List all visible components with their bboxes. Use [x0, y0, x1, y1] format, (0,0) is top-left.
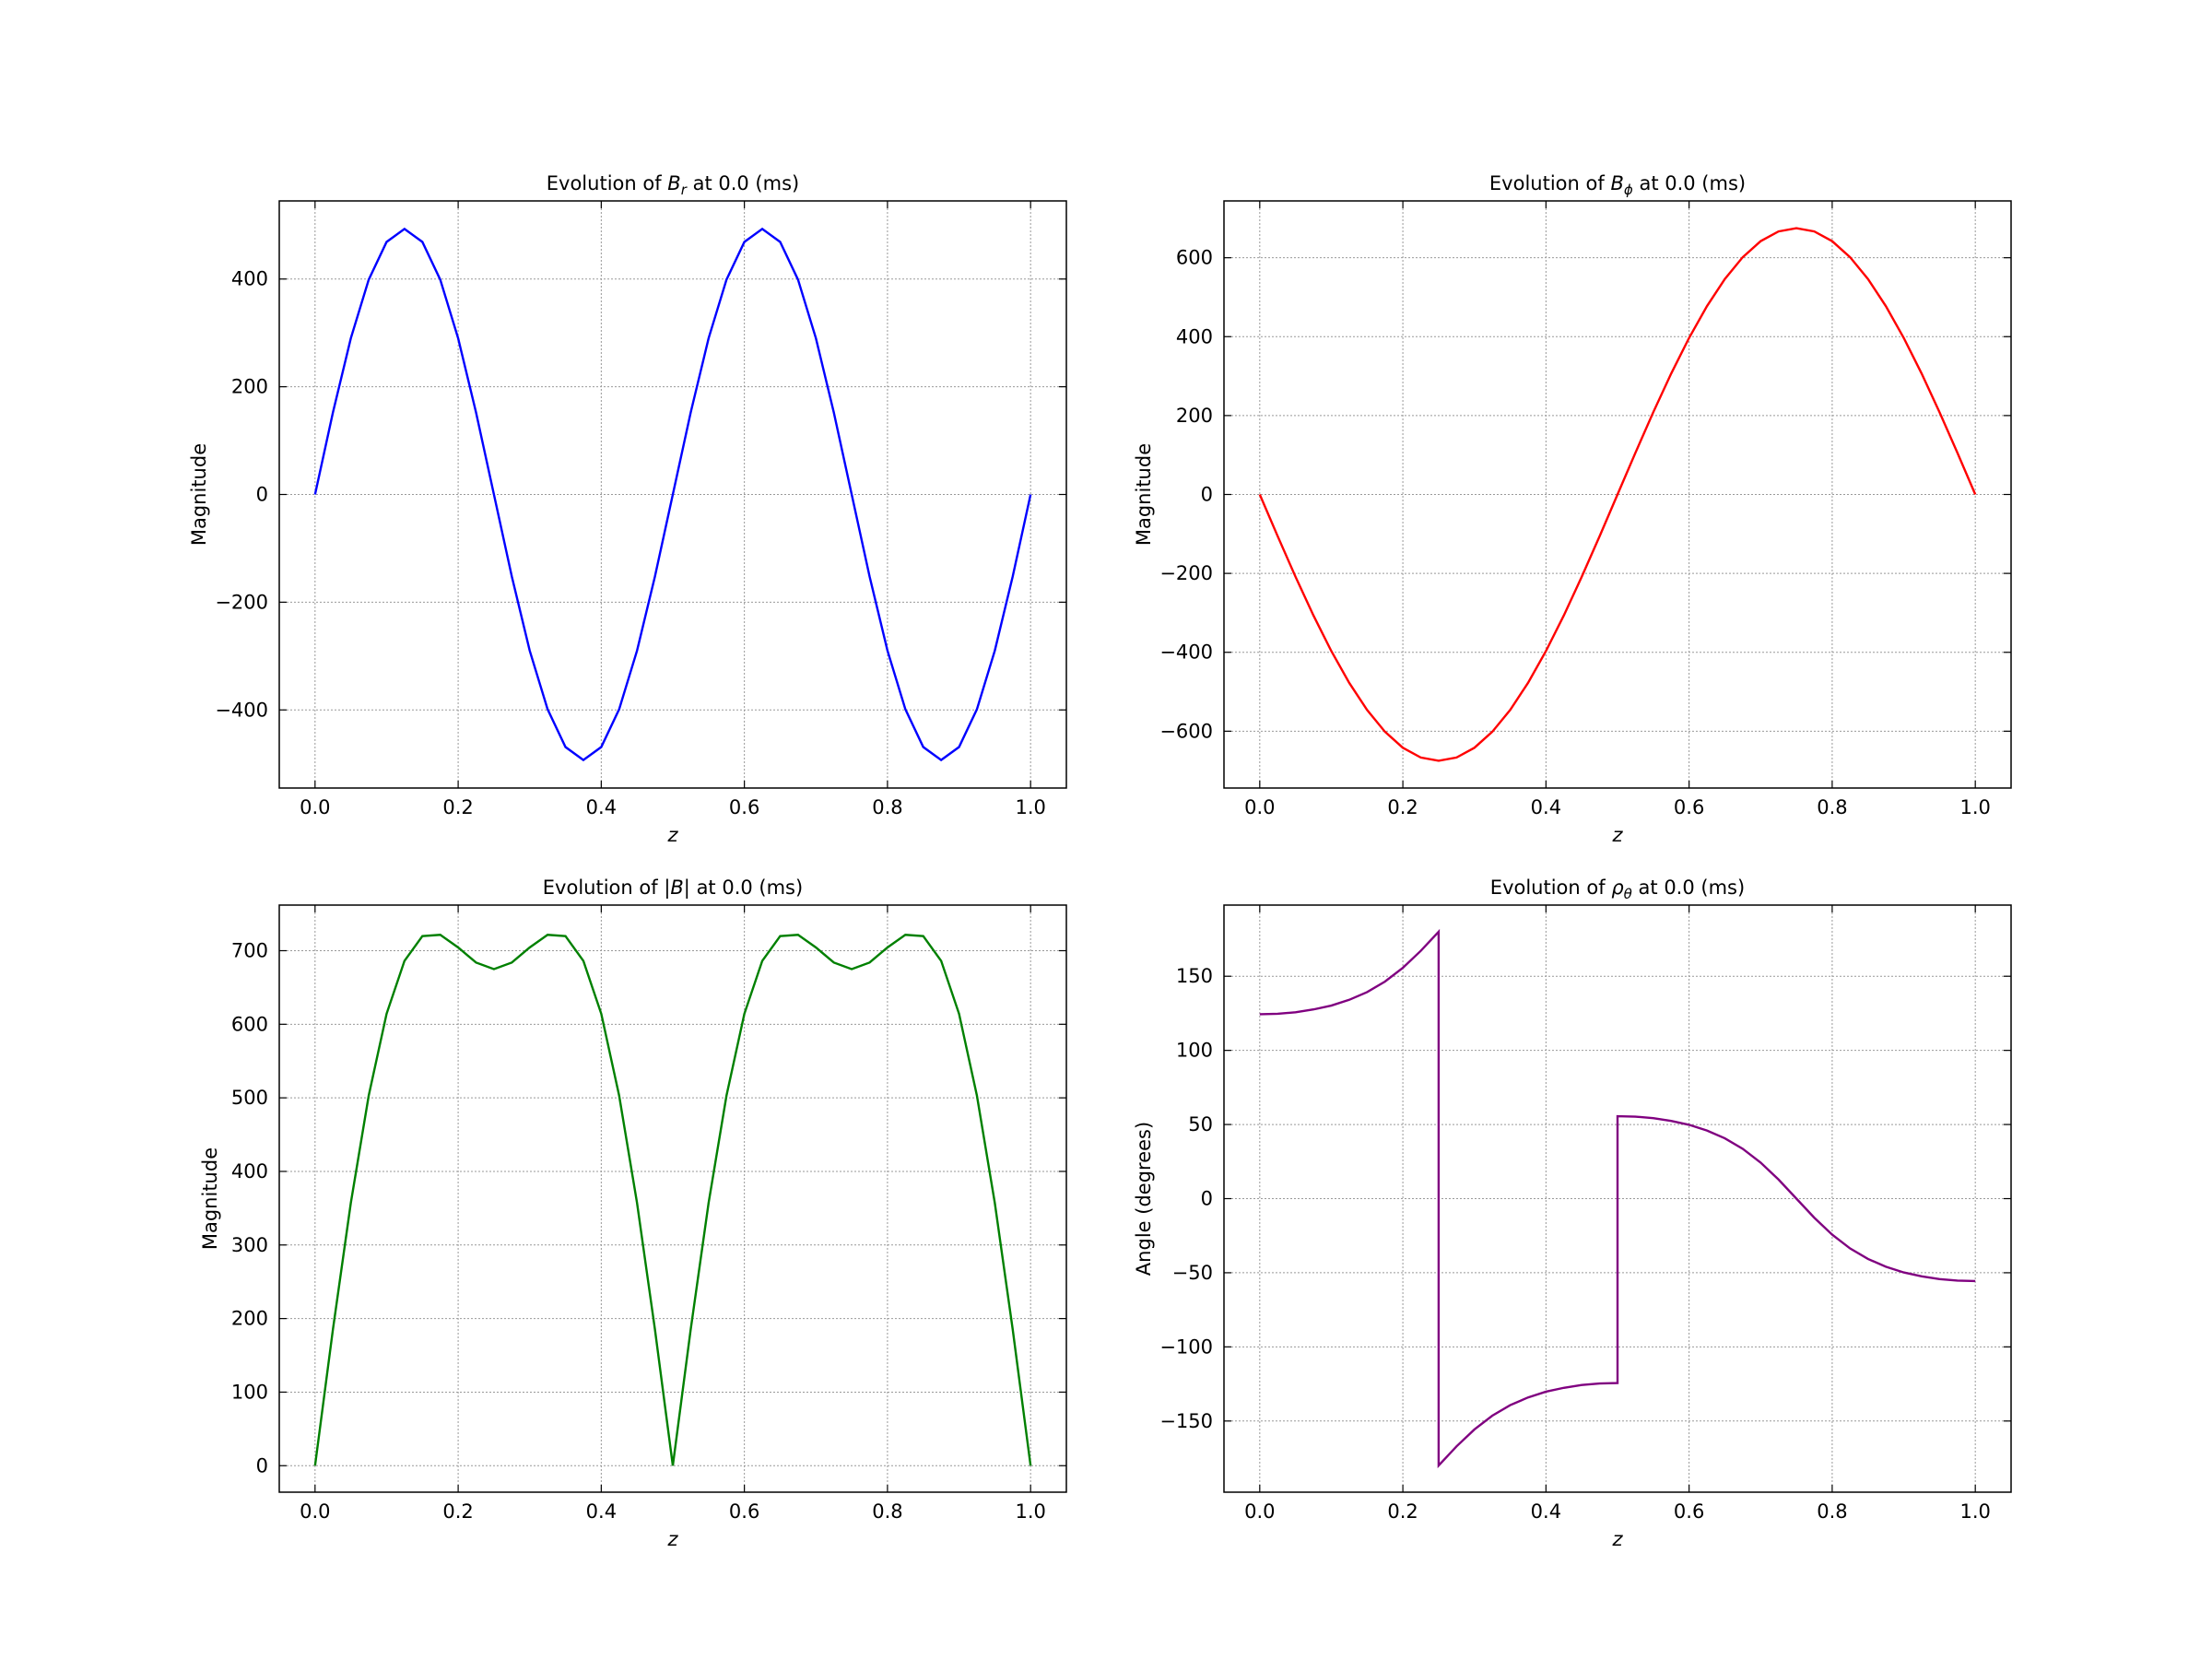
x-tick-label: 0.6	[1674, 796, 1704, 818]
y-axis-label: Magnitude	[199, 1147, 221, 1250]
axes-frame	[1223, 904, 2012, 1493]
subplot-title: Evolution of Br at 0.0 (ms)	[547, 172, 799, 199]
y-tick-label: 200	[1176, 405, 1213, 427]
title-symbol: B	[1610, 172, 1623, 194]
x-tick-label: 0.2	[1387, 1500, 1418, 1523]
title-symbol: ρ	[1611, 877, 1624, 899]
title-prefix: Evolution of	[543, 877, 658, 899]
y-tick-label: −50	[1172, 1262, 1213, 1284]
y-tick-label: −200	[215, 591, 268, 613]
data-line	[313, 227, 1032, 762]
y-tick-label: 0	[256, 484, 268, 506]
y-axis-label: Magnitude	[188, 443, 210, 546]
y-tick-label: 600	[1176, 247, 1213, 269]
data-line	[1259, 928, 1976, 1469]
y-tick-label: −150	[1159, 1410, 1213, 1432]
title-subscript: θ	[1624, 886, 1632, 902]
subplot-title: Evolution of Bϕ at 0.0 (ms)	[1489, 172, 1746, 199]
x-tick-label: 0.4	[1531, 1500, 1561, 1523]
y-tick-label: 0	[1201, 484, 1213, 506]
x-tick-label: 0.8	[872, 796, 902, 818]
x-axis-label: z	[1611, 1528, 1623, 1550]
y-axis-label: Magnitude	[1133, 443, 1155, 546]
y-tick-label: 200	[231, 1308, 268, 1330]
y-tick-label: 400	[231, 1160, 268, 1182]
y-tick-label: 50	[1188, 1113, 1213, 1135]
x-tick-label: 0.4	[586, 796, 617, 818]
x-tick-label: 0.0	[1244, 1500, 1275, 1523]
y-tick-label: 150	[1176, 965, 1213, 987]
title-suffix: at 0.0 (ms)	[697, 877, 804, 899]
x-tick-label: 0.6	[729, 796, 759, 818]
x-tick-label: 0.6	[729, 1500, 759, 1523]
subplot-title: Evolution of |B| at 0.0 (ms)	[543, 877, 803, 900]
y-tick-label: −600	[1159, 720, 1213, 742]
data-line	[313, 934, 1032, 1466]
y-tick-label: 200	[231, 376, 268, 398]
x-tick-label: 0.0	[1244, 796, 1275, 818]
y-tick-label: −400	[1159, 641, 1213, 664]
x-tick-label: 1.0	[1959, 1500, 1990, 1523]
data-line	[1258, 227, 1977, 762]
subplot: 0.0 0.2 0.4 0.6 0.8 1.0 0 100 200 300 400 500 600 700…	[199, 877, 1067, 1550]
y-tick-label: 300	[231, 1234, 268, 1256]
title-prefix: Evolution of	[547, 172, 662, 194]
y-tick-label: 500	[231, 1087, 268, 1109]
x-tick-label: 1.0	[1959, 796, 1990, 818]
x-tick-label: 0.0	[300, 1500, 330, 1523]
title-suffix: at 0.0 (ms)	[693, 172, 800, 194]
x-tick-label: 0.4	[1531, 796, 1561, 818]
x-tick-label: 0.6	[1674, 1500, 1704, 1523]
y-tick-label: 400	[231, 268, 268, 290]
y-tick-label: −100	[1159, 1335, 1213, 1358]
x-tick-label: 0.8	[1817, 1500, 1847, 1523]
subplot: 0.0 0.2 0.4 0.6 0.8 1.0 −150 −100 −50 0 50 100 150 Ev…	[1133, 877, 2012, 1550]
title-suffix: at 0.0 (ms)	[1639, 877, 1746, 899]
x-tick-label: 0.8	[1817, 796, 1847, 818]
x-tick-label: 0.8	[872, 1500, 902, 1523]
title-prefix: Evolution of	[1490, 877, 1606, 899]
y-tick-label: 100	[1176, 1040, 1213, 1062]
title-subscript: ϕ	[1624, 182, 1633, 198]
subplot: 0.0 0.2 0.4 0.6 0.8 1.0 −400 −200 0 200 400 Evoluti…	[188, 172, 1067, 846]
x-axis-label: z	[666, 1528, 678, 1550]
x-tick-label: 0.4	[586, 1500, 617, 1523]
title-subscript: r	[681, 182, 688, 198]
y-tick-label: −400	[215, 699, 268, 721]
x-axis-label: z	[1611, 824, 1623, 846]
x-tick-label: 0.2	[1387, 796, 1418, 818]
axes-frame	[278, 904, 1067, 1493]
axes-frame	[278, 200, 1067, 789]
y-tick-label: 0	[1201, 1188, 1213, 1210]
x-axis-label: z	[666, 824, 678, 846]
y-tick-label: 0	[256, 1454, 268, 1477]
axes-frame	[1223, 200, 2012, 789]
subplot-title: Evolution of ρθ at 0.0 (ms)	[1490, 877, 1745, 903]
title-suffix: at 0.0 (ms)	[1639, 172, 1746, 194]
title-symbol: |B|	[664, 877, 690, 900]
x-tick-label: 0.0	[300, 796, 330, 818]
title-symbol: B	[667, 172, 680, 194]
x-tick-label: 0.2	[442, 796, 473, 818]
subplot: 0.0 0.2 0.4 0.6 0.8 1.0 −600 −400 −200 0 200 400 600…	[1133, 172, 2012, 846]
x-tick-label: 0.2	[442, 1500, 473, 1523]
y-tick-label: −200	[1159, 562, 1213, 584]
y-tick-label: 100	[231, 1381, 268, 1403]
y-tick-label: 400	[1176, 325, 1213, 347]
y-tick-label: 700	[231, 939, 268, 961]
title-prefix: Evolution of	[1489, 172, 1605, 194]
x-tick-label: 1.0	[1015, 796, 1045, 818]
y-tick-label: 600	[231, 1013, 268, 1035]
x-tick-label: 1.0	[1015, 1500, 1045, 1523]
y-axis-label: Angle (degrees)	[1133, 1122, 1155, 1276]
